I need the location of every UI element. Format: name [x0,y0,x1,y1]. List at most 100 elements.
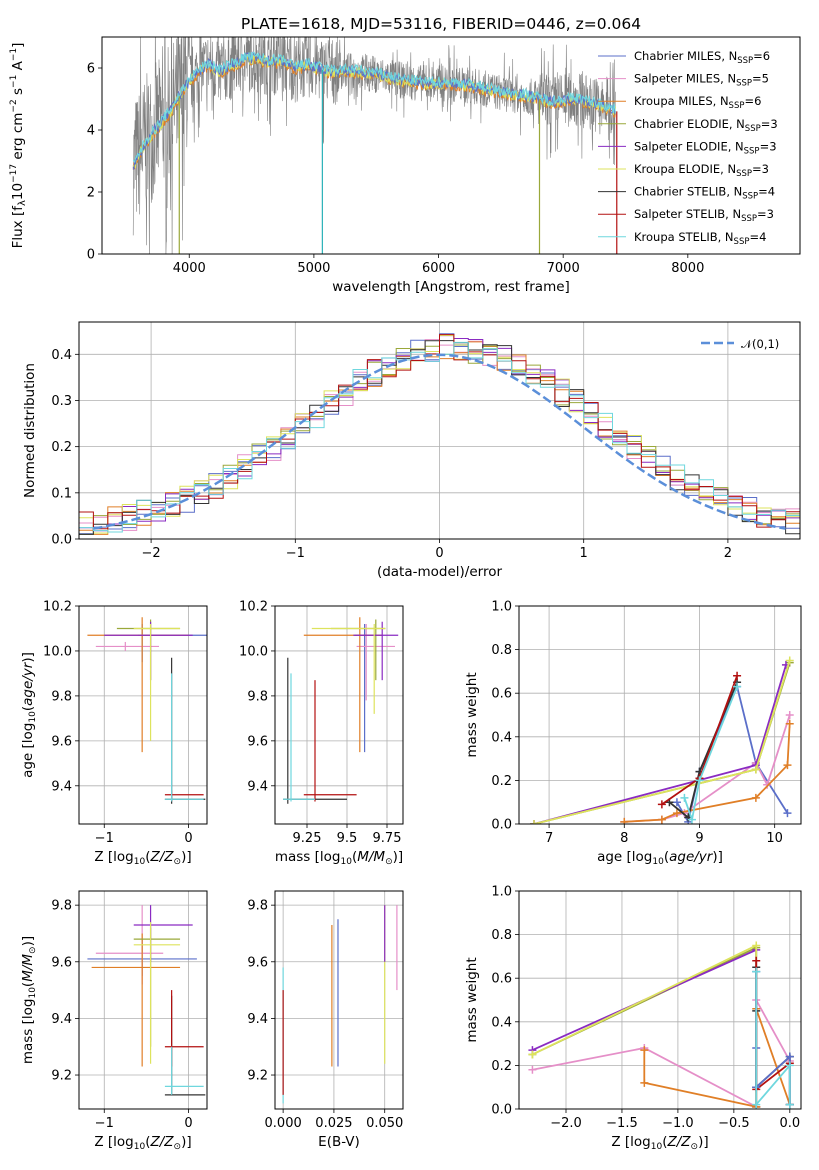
x-axis-label: Z [log10(Z/Z⊙)] [94,849,191,867]
frame-weight-vs-Z [518,890,802,1110]
y-axis-label: age [log10(age/yr)] [20,652,38,778]
weight-marker [528,1065,537,1074]
axes-age-vs-mass: 9.25 9.5 9.75 9.4 9.6 9.8 10.0 10.2 [239,600,403,846]
legend-entry: Chabrier ELODIE, NSSP=3 [634,117,778,134]
x-tick-label: 0 [184,1116,192,1131]
y-tick-label: 0 [87,248,95,263]
weight-line-orange [624,723,791,823]
y-tick-label: 9.4 [51,779,72,794]
weight-marker [672,798,681,807]
points-mass-vs-Z [87,905,206,1096]
axes-mass-vs-EBV: 0.000 0.025 0.050 9.2 9.4 9.6 9.8 [247,891,403,1131]
x-tick-label: 8000 [671,261,704,276]
weight-marker [752,1100,761,1109]
weight-marker [751,765,760,774]
x-tick-label: 7 [545,831,553,846]
x-tick-label: 2 [724,546,732,561]
legend-residuals: 𝒩(0,1) [701,337,779,351]
y-tick-label: 9.4 [51,1012,72,1027]
y-tick-label: 0.2 [491,774,512,789]
y-tick-label: 10.0 [43,644,72,659]
weight-marker [733,671,742,680]
weight-marker [785,1061,794,1070]
weight-marker [640,1078,649,1087]
x-tick-label: −2.0 [550,1116,582,1131]
series-weight-vs-Z [528,941,794,1109]
y-tick-label: 0.6 [491,972,512,987]
y-tick-label: 1.0 [491,600,512,615]
x-tick-label: −1 [95,831,114,846]
weight-marker [752,967,761,976]
series-weight-vs-age [530,656,794,824]
model-spectrum-cyan [132,51,616,164]
y-axis-label: Flux [fλ10−17 erg cm−2 s−1 A−1] [9,43,28,249]
y-tick-label: 0.4 [51,348,72,363]
axes-age-vs-Z: −1 0 9.4 9.6 9.8 10.0 10.2 [43,600,207,846]
y-tick-label: 9.6 [247,734,268,749]
axes-residuals: −2 −1 0 1 2 0.0 0.1 0.2 0.3 0.4 [51,322,800,561]
x-tick-label: 1 [580,546,588,561]
grid-age-vs-Z [79,605,207,824]
grid-mass-vs-EBV [275,891,403,1109]
x-tick-label: 4000 [173,261,206,276]
weight-marker [680,793,689,802]
y-tick-label: 0.1 [51,486,72,501]
y-tick-label: 9.4 [247,1012,268,1027]
legend-entry: Chabrier MILES, NSSP=6 [634,49,770,66]
weight-marker [785,711,794,719]
weight-marker [657,800,666,809]
weight-marker [783,761,792,770]
weight-marker [752,941,761,950]
y-tick-label: 9.8 [51,899,72,914]
y-tick-label: 0.0 [491,1103,512,1118]
weight-marker [687,815,696,824]
weight-line-pink [532,999,791,1109]
legend-entry: Chabrier STELIB, NSSP=4 [634,185,775,202]
y-tick-label: 0.2 [51,440,72,455]
x-tick-label: 10 [766,831,783,846]
y-tick-label: 9.6 [247,955,268,970]
frame-spectrum [101,36,801,255]
y-axis-label: mass [log10(M/M⊙)] [20,936,38,1064]
y-tick-label: 0.0 [491,818,512,833]
x-tick-label: 9 [695,831,703,846]
y-axis-label: mass weight [464,672,480,757]
weight-marker [695,776,704,785]
axes-weight-vs-age: 7 8 9 10 0.0 0.2 0.4 0.6 0.8 1.0 [491,600,801,846]
y-tick-label: 6 [87,62,95,77]
legend-spectrum: Chabrier MILES, NSSP=6 Salpeter MILES, NS… [598,49,778,247]
y-tick-label: 9.4 [247,779,268,794]
histogram-red [79,334,800,530]
legend-entry: Salpeter MILES, NSSP=5 [634,72,769,89]
y-tick-label: 0.0 [51,533,72,548]
y-axis-label: Normed distribution [22,363,38,498]
frame-age-vs-Z [78,605,208,825]
x-axis-label: wavelength [Angstrom, rest frame] [332,279,570,295]
y-tick-label: 9.6 [51,955,72,970]
bars-mass-vs-EBV [282,905,398,1104]
x-tick-label: 0 [184,831,192,846]
x-tick-label: 0.050 [366,1116,403,1131]
y-tick-label: 10.2 [43,600,72,615]
weight-marker [783,809,792,818]
frame-weight-vs-age [518,605,802,825]
x-axis-label: Z [log10(Z/Z⊙)] [94,1134,191,1152]
y-tick-label: 0.4 [491,1015,512,1030]
x-tick-label: 7000 [547,261,580,276]
y-tick-label: 9.8 [247,689,268,704]
x-axis-label: (data-model)/error [377,564,503,580]
weight-marker [733,682,742,691]
points-age-vs-mass [283,617,399,804]
x-axis-label: Z [log10(Z/Z⊙)] [611,1134,708,1152]
axes-spectrum: 4000 5000 6000 7000 8000 0 2 4 6 [87,62,705,277]
x-tick-label: 9.25 [293,831,322,846]
histogram-cyan [79,341,800,533]
y-tick-label: 10.2 [239,600,268,615]
y-axis-label: mass weight [464,957,480,1042]
x-tick-label: −1 [95,1116,114,1131]
x-tick-label: −1 [286,546,305,561]
x-tick-label: 0.0 [779,1116,800,1131]
legend-entry: Salpeter ELODIE, NSSP=3 [634,139,777,156]
frame-mass-vs-EBV [274,890,404,1110]
